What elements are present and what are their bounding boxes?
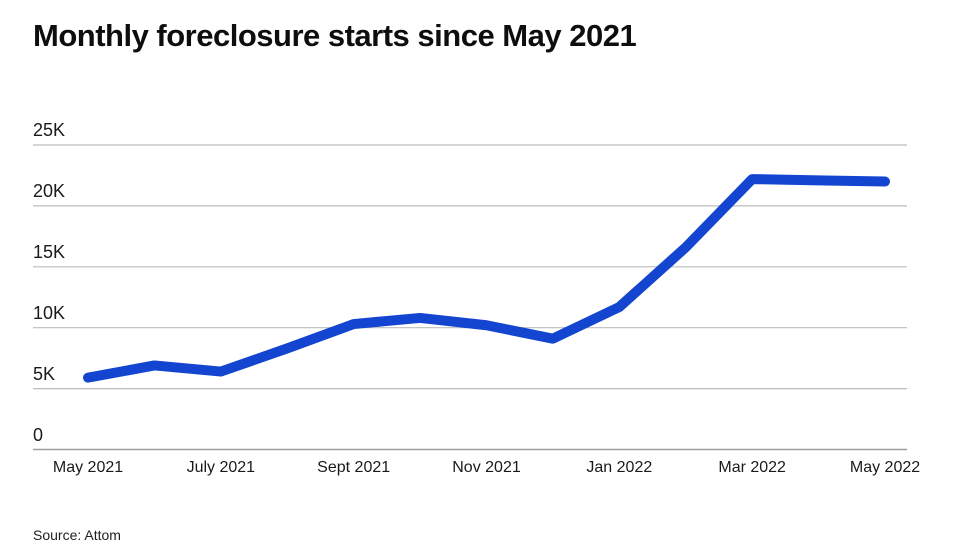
x-tick-label: Jan 2022	[586, 459, 653, 476]
x-tick-label: May 2022	[849, 459, 921, 476]
x-tick-label: July 2021	[186, 459, 256, 476]
foreclosure-starts-line	[83, 174, 890, 383]
x-tick-label: Sept 2021	[317, 459, 391, 476]
y-tick-label: 20K	[33, 180, 66, 201]
x-tick-label: May 2021	[52, 459, 124, 476]
y-tick-label: 10K	[33, 302, 66, 323]
x-tick-label: Nov 2021	[452, 459, 521, 476]
x-tick-label: Mar 2022	[718, 459, 786, 476]
y-tick-label: 15K	[33, 241, 66, 262]
y-tick-label: 5K	[33, 363, 56, 384]
chart-title: Monthly foreclosure starts since May 202…	[33, 18, 637, 53]
y-tick-label: 25K	[33, 120, 66, 140]
y-tick-label: 0	[33, 424, 44, 445]
source-note: Source: Attom	[33, 527, 121, 543]
